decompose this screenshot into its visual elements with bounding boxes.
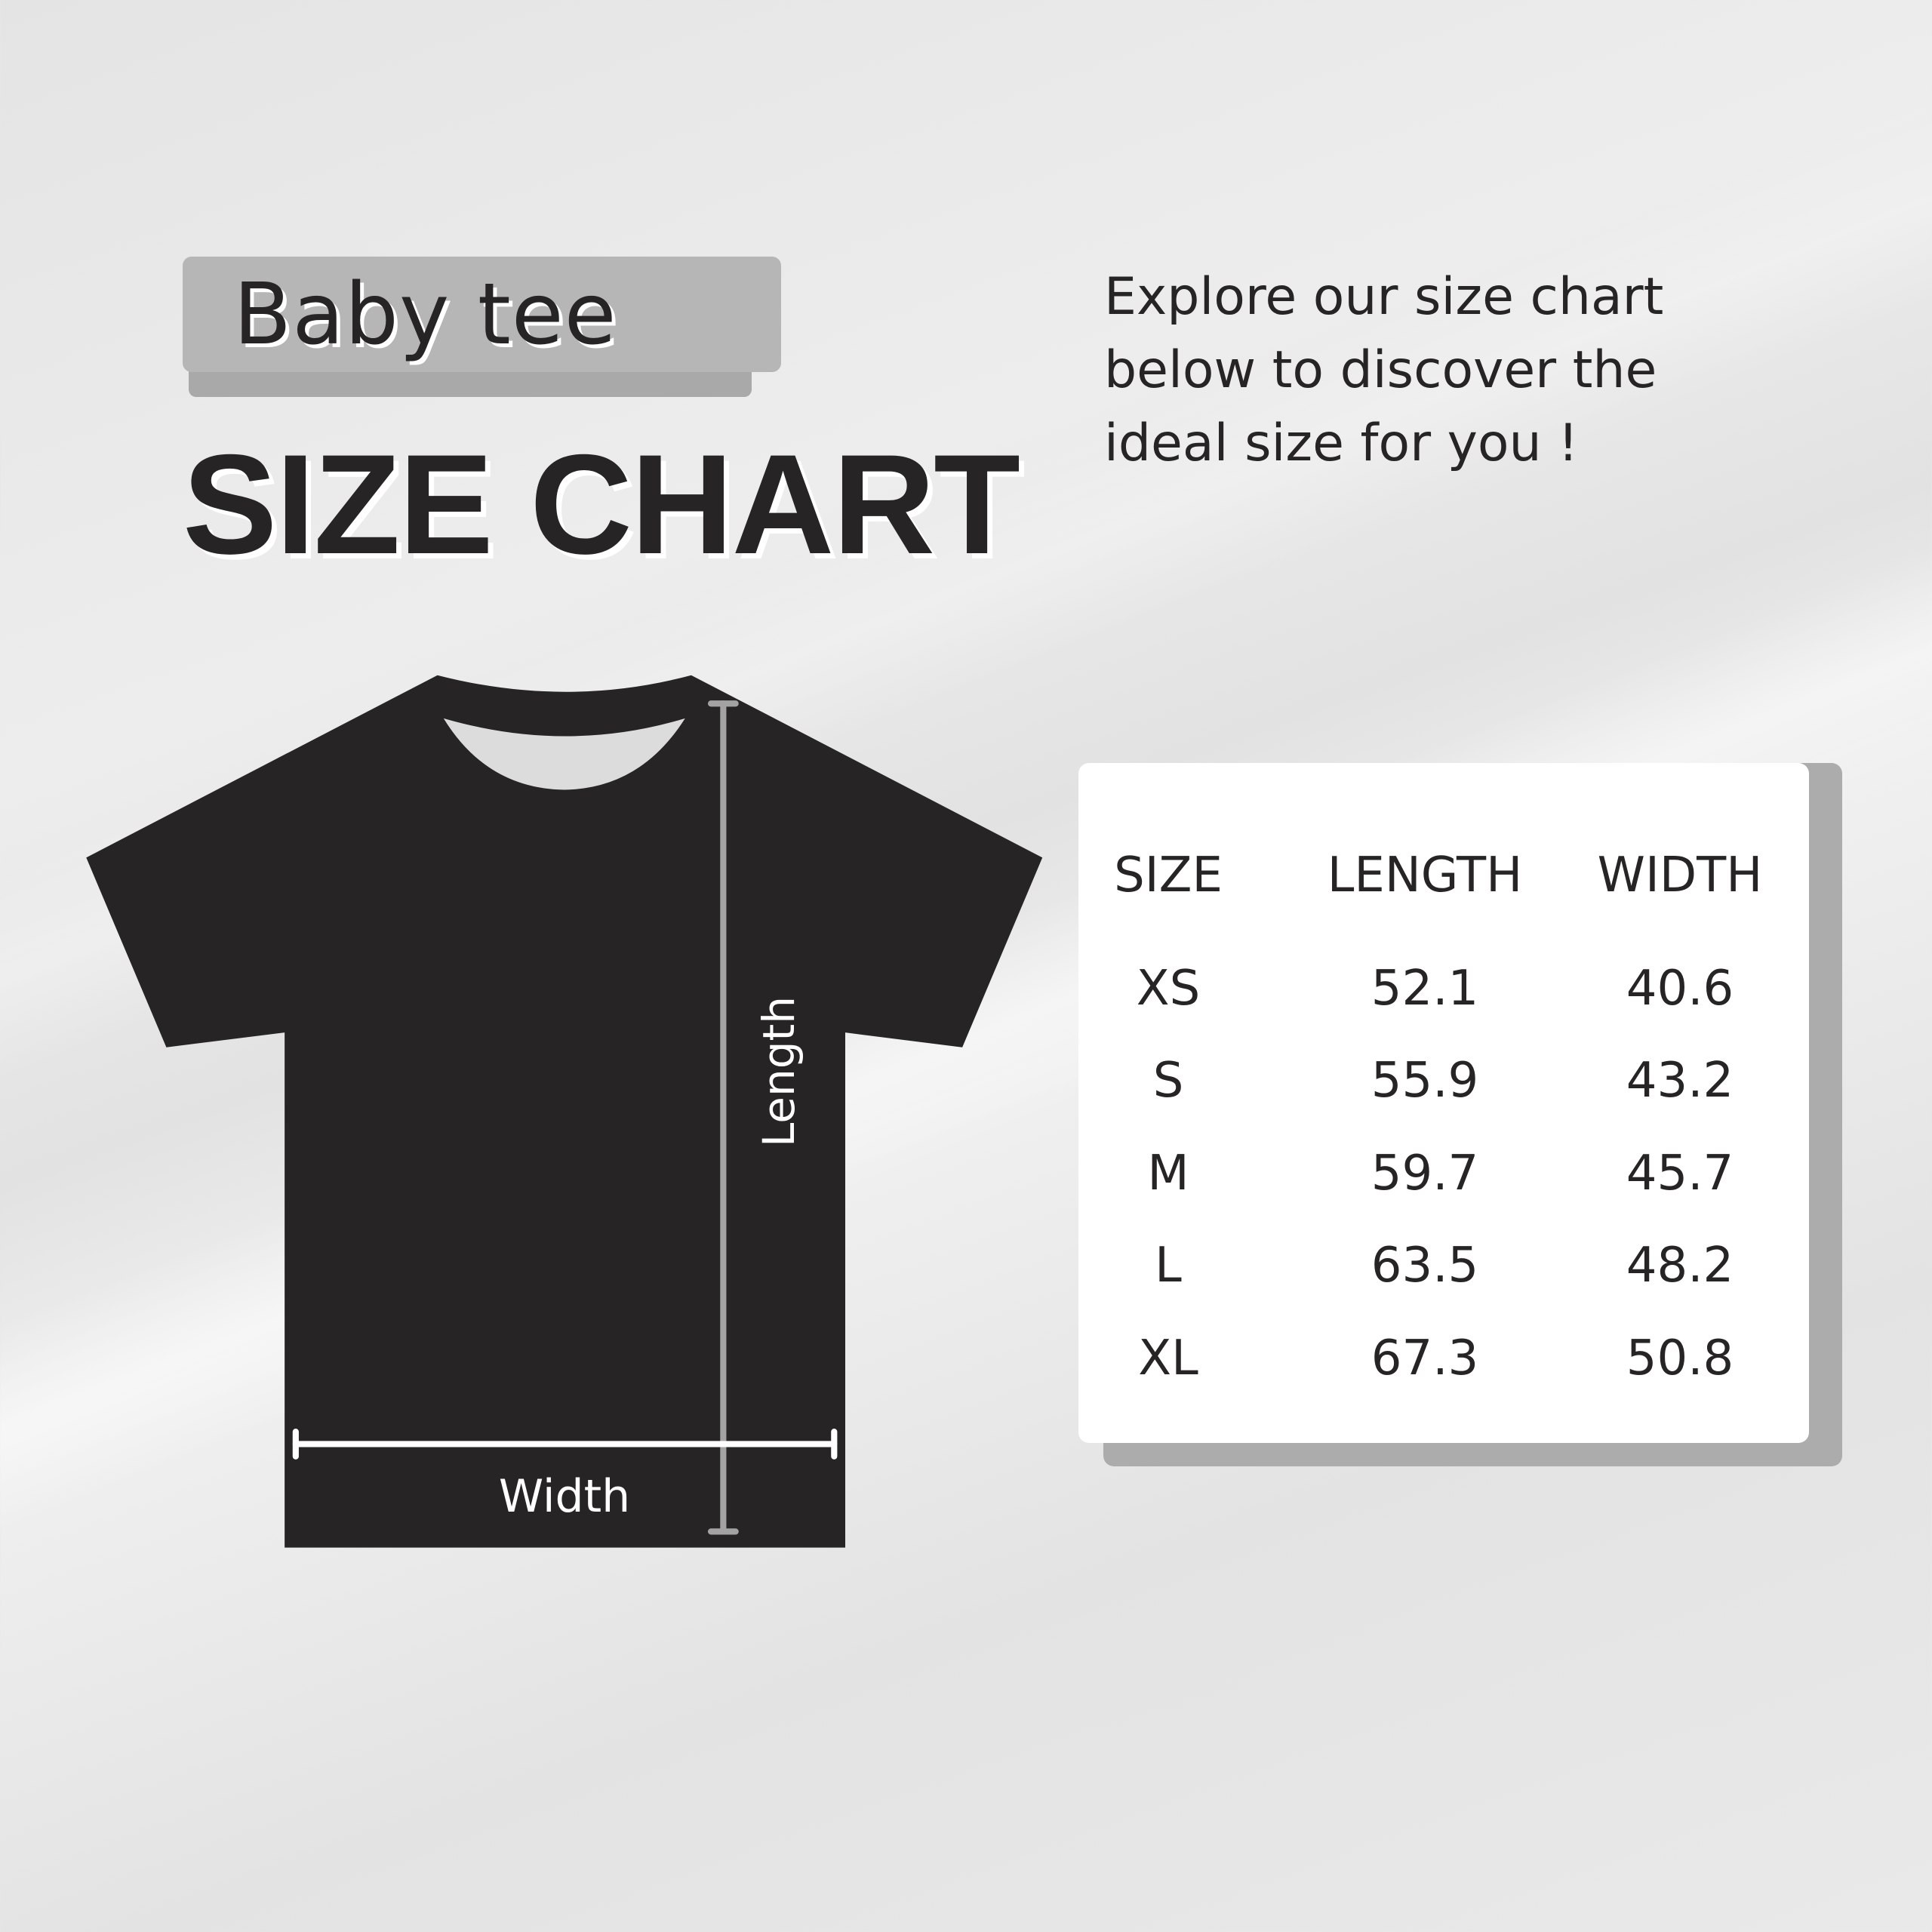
product-tag: Baby tee: [183, 257, 781, 372]
table-cell-length: 52.1: [1371, 961, 1479, 1017]
table-cell-width: 50.8: [1626, 1331, 1734, 1386]
intro-line: below to discover the: [1104, 340, 1657, 400]
width-label: Width: [498, 1470, 631, 1523]
table-cell-size: XS: [1136, 961, 1201, 1017]
table-cell-width: 40.6: [1626, 961, 1734, 1017]
table-cell-width: 45.7: [1626, 1146, 1734, 1201]
table-cell-width: 48.2: [1626, 1238, 1734, 1294]
table-cell-size: L: [1155, 1238, 1182, 1294]
table-cell-length: 63.5: [1371, 1238, 1479, 1294]
table-cell-length: 55.9: [1371, 1053, 1479, 1109]
column-header-length: LENGTH: [1327, 848, 1523, 903]
table-cell-length: 59.7: [1371, 1146, 1479, 1201]
page-title: SIZE CHART: [183, 425, 1020, 583]
table-cell-size: S: [1152, 1053, 1184, 1109]
length-measure-line: [707, 700, 739, 1535]
table-cell-size: M: [1147, 1146, 1189, 1201]
size-table: SIZE LENGTH WIDTH XS 52.1 40.6 S 55.9 43.2 M 59.7 4…: [1078, 763, 1809, 1443]
tshirt-icon: [86, 675, 1043, 1548]
intro-line: Explore our size chart: [1104, 267, 1664, 327]
table-cell-width: 43.2: [1626, 1053, 1734, 1109]
product-name: Baby tee: [233, 265, 617, 364]
width-measure-line: [292, 1429, 838, 1460]
length-label: Length: [753, 995, 804, 1148]
column-header-size: SIZE: [1114, 848, 1223, 903]
intro-text: Explore our size chart below to discover…: [1104, 260, 1783, 480]
table-cell-length: 67.3: [1371, 1331, 1479, 1386]
column-header-width: WIDTH: [1597, 848, 1763, 903]
neckline: [443, 718, 685, 790]
table-cell-size: XL: [1138, 1331, 1198, 1386]
intro-line: ideal size for you !: [1104, 414, 1579, 473]
